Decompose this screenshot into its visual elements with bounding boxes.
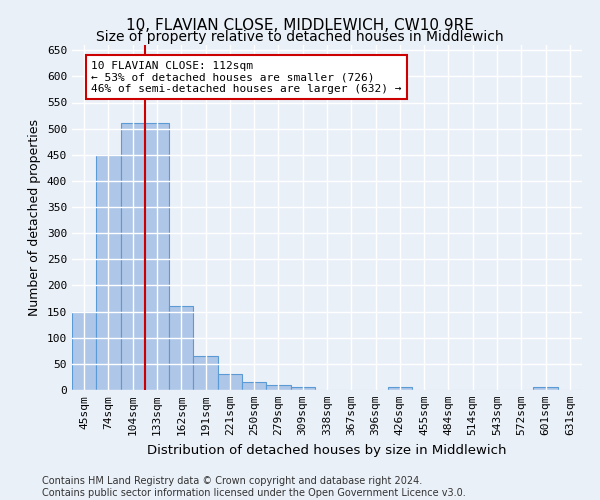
Bar: [290, 388, 315, 390]
Bar: [169, 306, 193, 390]
Bar: [242, 382, 266, 390]
Bar: [388, 388, 412, 390]
X-axis label: Distribution of detached houses by size in Middlewich: Distribution of detached houses by size …: [147, 444, 507, 456]
Text: 10, FLAVIAN CLOSE, MIDDLEWICH, CW10 9RE: 10, FLAVIAN CLOSE, MIDDLEWICH, CW10 9RE: [126, 18, 474, 32]
Text: 10 FLAVIAN CLOSE: 112sqm
← 53% of detached houses are smaller (726)
46% of semi-: 10 FLAVIAN CLOSE: 112sqm ← 53% of detach…: [91, 60, 402, 94]
Bar: [96, 155, 121, 390]
Bar: [121, 124, 145, 390]
Bar: [218, 374, 242, 390]
Bar: [266, 385, 290, 390]
Bar: [145, 124, 169, 390]
Text: Contains HM Land Registry data © Crown copyright and database right 2024.
Contai: Contains HM Land Registry data © Crown c…: [42, 476, 466, 498]
Y-axis label: Number of detached properties: Number of detached properties: [28, 119, 41, 316]
Bar: [533, 388, 558, 390]
Bar: [193, 356, 218, 390]
Bar: [72, 312, 96, 390]
Text: Size of property relative to detached houses in Middlewich: Size of property relative to detached ho…: [96, 30, 504, 44]
